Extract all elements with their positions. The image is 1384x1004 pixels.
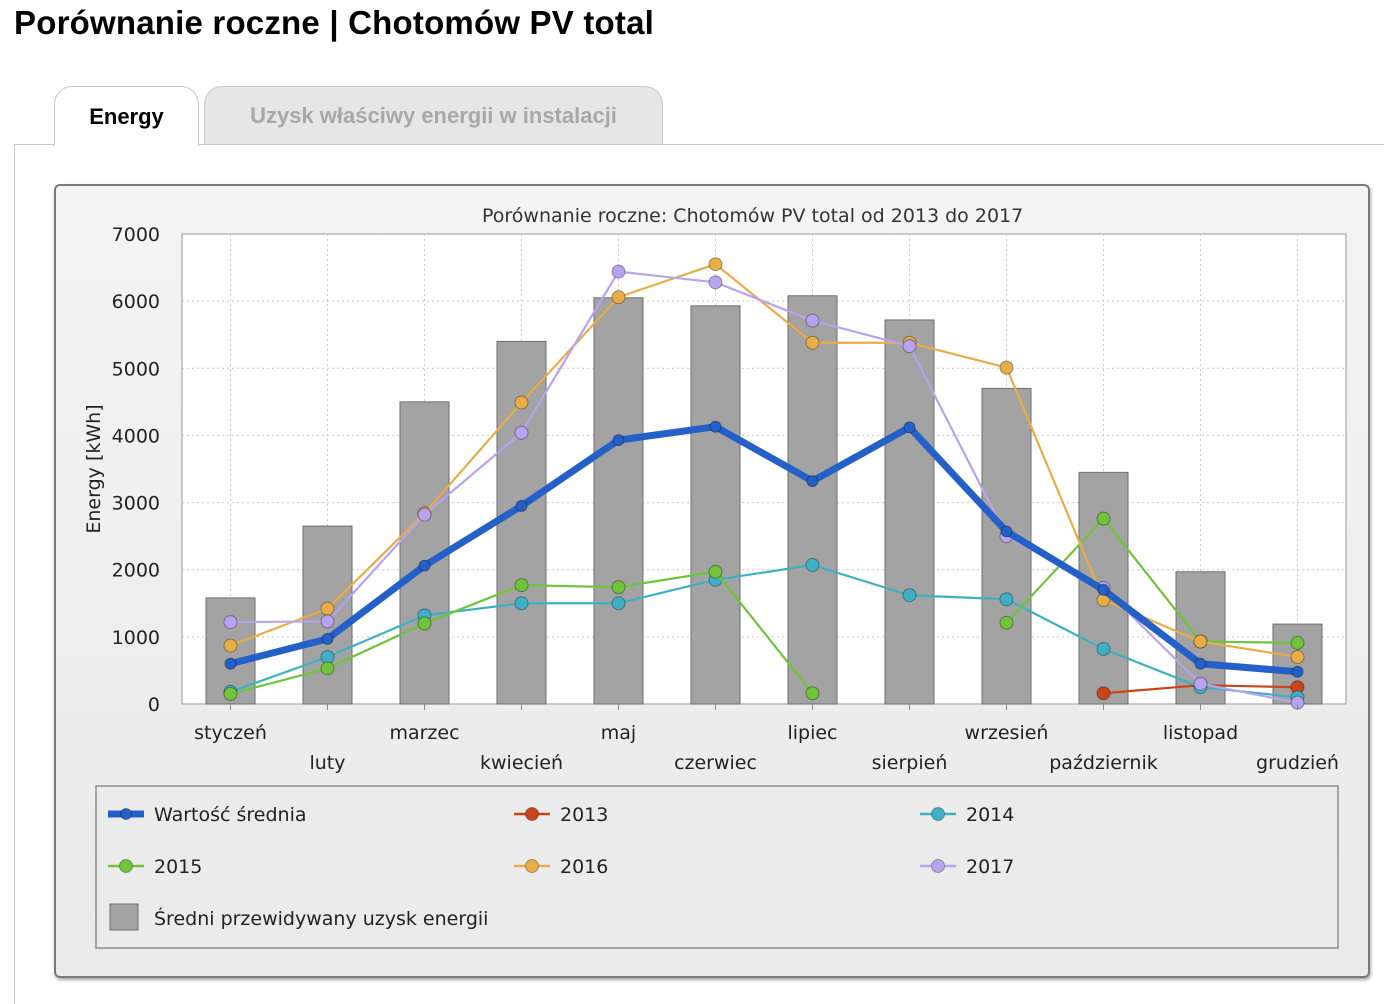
y-tick-label: 3000 [112, 493, 160, 515]
series-line-2015 [1005, 517, 1299, 644]
series-point-Wartość średnia [515, 499, 528, 512]
bar-expected-yield [981, 387, 1032, 705]
legend-label-2016: 2016 [560, 856, 608, 878]
series-point-2016 [1193, 634, 1208, 649]
legend-marker-2015 [119, 859, 133, 873]
series-point-2017 [320, 614, 335, 629]
series-point-Wartość średnia [903, 421, 916, 434]
legend-swatch-bars [109, 903, 139, 931]
page-title: Porównanie roczne | Chotomów PV total [14, 4, 655, 41]
bar-expected-yield [593, 297, 644, 705]
x-tick-label: czerwiec [674, 752, 757, 774]
series-point-2017 [805, 313, 820, 328]
chart-container: 0 1000 2000 3000 4000 5000 6000 7000 styczeń luty… [54, 184, 1370, 978]
y-tick-label: 5000 [112, 358, 160, 380]
series-point-2017 [902, 339, 917, 354]
series-point-Wartość średnia [1000, 525, 1013, 538]
series-point-2015 [805, 686, 820, 701]
y-tick-label: 1000 [112, 627, 160, 649]
series-point-Wartość średnia [224, 657, 237, 670]
legend-marker-2017 [931, 859, 945, 873]
y-tick-label: 7000 [112, 224, 160, 246]
series-point-2015 [417, 616, 432, 631]
series-line-2014 [229, 563, 1299, 699]
series-point-2016 [805, 335, 820, 350]
series-point-2015 [708, 564, 723, 579]
legend-label-2015: 2015 [154, 856, 202, 878]
legend-marker-2013 [525, 807, 539, 821]
series-point-2016 [223, 638, 238, 653]
series-point-Wartość średnia [1097, 583, 1110, 596]
bar-expected-yield [884, 319, 935, 705]
series-point-2016 [1290, 650, 1305, 664]
series-point-Wartość średnia [806, 475, 819, 488]
series-point-2014 [611, 596, 626, 611]
series-point-2016 [320, 601, 335, 616]
series-point-2016 [611, 290, 626, 305]
series-point-Wartość średnia [1194, 657, 1207, 670]
series-point-2017 [611, 264, 626, 279]
series-line-Wartość średnia [227, 423, 1301, 676]
legend-label-2017: 2017 [966, 856, 1014, 878]
series-point-Wartość średnia [321, 632, 334, 645]
legend-marker-Wartość średnia [120, 808, 132, 820]
y-axis-label: Energy [kWh] [83, 404, 105, 533]
bar-expected-yield [496, 340, 547, 705]
series-point-2015 [1290, 635, 1305, 650]
x-tick-label: listopad [1163, 722, 1238, 744]
x-tick-label: styczeń [194, 722, 267, 744]
series-point-2017 [1193, 676, 1208, 691]
series-point-Wartość średnia [418, 559, 431, 572]
x-tick-label: październik [1049, 752, 1157, 774]
series-point-2014 [999, 592, 1014, 607]
series-point-2016 [514, 395, 529, 410]
x-tick-label: kwiecień [480, 752, 563, 774]
x-tick-label: luty [309, 752, 345, 774]
series-point-2015 [999, 615, 1014, 630]
legend-marker-2016 [525, 859, 539, 873]
tab-specific-yield[interactable]: Uzysk właściwy energii w instalacji [204, 86, 663, 144]
legend-label-2013: 2013 [560, 804, 608, 826]
x-tick-label: sierpień [872, 752, 948, 774]
series-point-Wartość średnia [709, 420, 722, 433]
series-point-2015 [223, 686, 238, 701]
series-point-2015 [611, 580, 626, 595]
series-point-2016 [708, 257, 723, 272]
bar-expected-yield [787, 295, 838, 705]
x-tick-label: grudzień [1256, 752, 1339, 774]
series-point-2014 [805, 558, 820, 573]
x-tick-label: lipiec [787, 722, 837, 744]
series-line-2016 [229, 263, 1299, 659]
series-point-2014 [902, 588, 917, 603]
tab-energy[interactable]: Energy [54, 86, 199, 146]
series-point-2014 [1096, 641, 1111, 656]
series-point-2015 [1096, 511, 1111, 526]
x-tick-label: marzec [389, 722, 459, 744]
bar-expected-yield [690, 305, 741, 705]
series-point-2017 [417, 507, 432, 522]
legend-label-bars: Średni przewidywany uzysk energii [154, 906, 488, 930]
y-tick-label: 2000 [112, 560, 160, 582]
x-tick-label: wrzesień [965, 722, 1049, 744]
y-tick-label: 0 [148, 694, 160, 716]
series-point-2015 [514, 578, 529, 593]
series-point-2017 [514, 425, 529, 440]
series-point-2014 [514, 596, 529, 611]
yearly-comparison-chart: 0 1000 2000 3000 4000 5000 6000 7000 styczeń luty… [83, 205, 1347, 949]
series-point-Wartość średnia [612, 434, 625, 447]
legend-box [95, 785, 1339, 949]
x-tick-label: maj [601, 722, 636, 744]
legend-marker-2014 [931, 807, 945, 821]
series-point-2017 [708, 275, 723, 290]
series-point-2015 [320, 661, 335, 676]
chart-title: Porównanie roczne: Chotomów PV total od … [482, 205, 1023, 227]
legend-label-2014: 2014 [966, 804, 1014, 826]
series-point-2013 [1096, 686, 1111, 701]
series-point-2017 [223, 615, 238, 630]
y-tick-label: 4000 [112, 425, 160, 447]
series-point-2016 [999, 360, 1014, 375]
legend-label-Wartość średnia: Wartość średnia [154, 804, 307, 826]
y-tick-label: 6000 [112, 291, 160, 313]
series-point-Wartość średnia [1291, 665, 1304, 678]
